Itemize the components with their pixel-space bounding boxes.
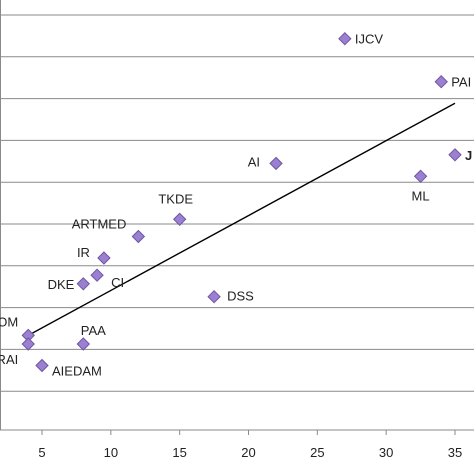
point-label-prai: PRAI	[0, 352, 18, 367]
point-label-ir: IR	[77, 245, 90, 260]
x-tick-label: 5	[38, 445, 45, 460]
x-tick-label: 35	[448, 445, 462, 460]
point-label-ci: CI	[111, 275, 124, 290]
point-label-ijcv: IJCV	[355, 32, 384, 47]
x-tick-label: 30	[379, 445, 393, 460]
data-point-ci	[90, 268, 104, 282]
point-label-dke: DKE	[48, 277, 75, 292]
point-label-pai: PAI	[451, 75, 471, 90]
data-point-ml	[413, 169, 428, 184]
x-axis: 5 10 15 20 25 30 35	[0, 0, 474, 460]
point-label-artmed: ARTMED	[72, 217, 127, 232]
data-point-dss	[207, 289, 221, 304]
data-point-pai	[434, 74, 448, 89]
data-point-ijcv	[338, 31, 352, 46]
point-label-j: J	[465, 148, 472, 163]
point-label-com: COM	[0, 314, 18, 329]
data-point-prai	[21, 337, 35, 351]
x-tick-label: 10	[104, 445, 118, 460]
point-label-paa: PAA	[81, 323, 106, 338]
data-points	[21, 31, 462, 373]
data-point-ai	[269, 156, 283, 171]
data-point-dke	[76, 277, 91, 291]
data-point-aiedam	[35, 358, 49, 373]
point-label-ml: ML	[412, 188, 430, 203]
x-tick-label: 25	[310, 445, 324, 460]
x-tick-label: 20	[241, 445, 255, 460]
data-point-artmed	[131, 229, 146, 244]
trendline	[27, 102, 456, 337]
gridlines	[0, 14, 474, 392]
point-label-tkde: TKDE	[158, 191, 193, 206]
data-point-tkde	[172, 212, 187, 227]
trendline-group	[27, 102, 456, 337]
data-point-paa	[76, 337, 91, 351]
data-point-ir	[97, 251, 111, 265]
point-label-dss: DSS	[227, 289, 254, 304]
x-tick-label: 15	[172, 445, 186, 460]
point-label-aiedam: AIEDAM	[52, 364, 102, 379]
point-labels: IJCV PAI J ML AI TKDE ARTMED IR CI DKE DSS COM PRAI P…	[0, 32, 472, 379]
point-label-ai: AI	[248, 154, 260, 169]
data-point-j	[448, 148, 462, 162]
